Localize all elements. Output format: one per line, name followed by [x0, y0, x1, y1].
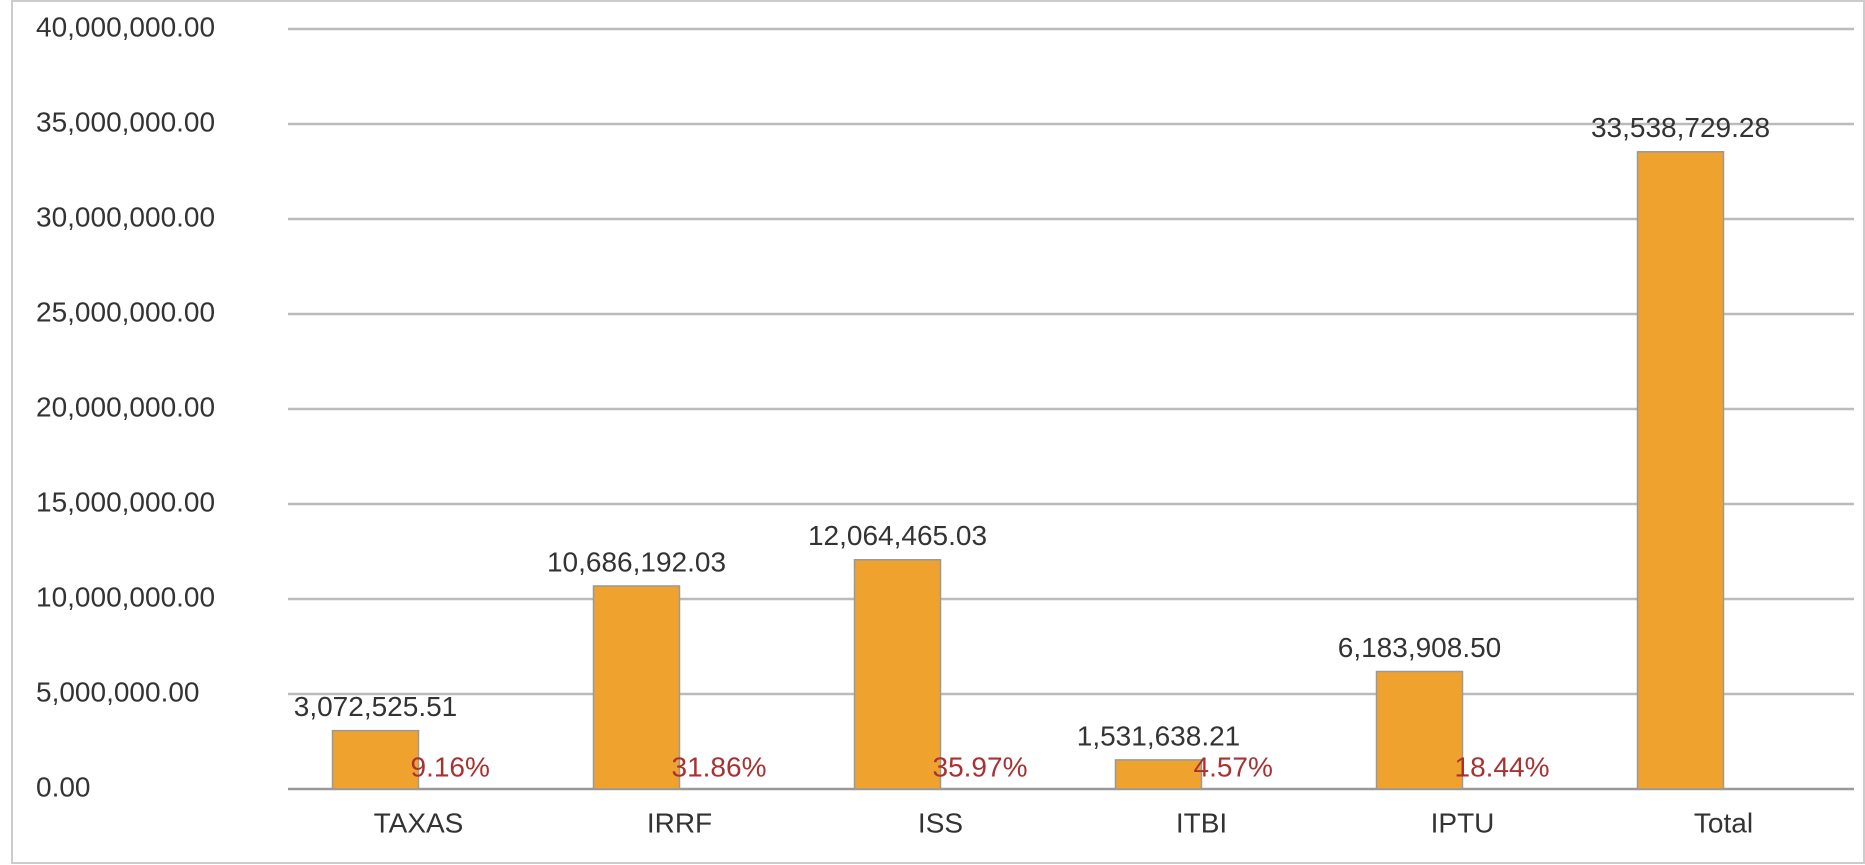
bar: [592, 585, 681, 790]
y-tick-label: 20,000,000.00: [36, 391, 215, 422]
x-tick-label: ITBI: [1176, 807, 1227, 838]
y-tick-label: 35,000,000.00: [36, 106, 215, 137]
x-tick-label: TAXAS: [374, 807, 464, 838]
bar: [853, 559, 942, 790]
y-tick-label: 10,000,000.00: [36, 581, 215, 612]
value-label: 6,183,908.50: [1338, 632, 1502, 663]
percentage-label: 9.16%: [411, 751, 490, 782]
x-tick-label: IRRF: [647, 807, 712, 838]
value-label: 12,064,465.03: [808, 520, 987, 551]
chart-border: [11, 0, 1865, 864]
y-tick-label: 15,000,000.00: [36, 486, 215, 517]
bar: [1636, 151, 1725, 790]
bar: [1114, 759, 1203, 790]
percentage-label: 31.86%: [672, 751, 767, 782]
value-label: 33,538,729.28: [1591, 112, 1770, 143]
y-tick-label: 5,000,000.00: [36, 676, 200, 707]
percentage-label: 35.97%: [933, 751, 1028, 782]
percentage-label: 18.44%: [1455, 751, 1550, 782]
percentage-label: 4.57%: [1194, 751, 1273, 782]
y-tick-label: 30,000,000.00: [36, 201, 215, 232]
y-tick-label: 40,000,000.00: [36, 11, 215, 42]
value-label: 3,072,525.51: [294, 691, 458, 722]
y-tick-label: 0.00: [36, 771, 91, 802]
bar: [331, 729, 420, 790]
x-tick-label: Total: [1694, 807, 1753, 838]
value-label: 1,531,638.21: [1077, 720, 1241, 751]
bar: [1375, 670, 1464, 790]
x-tick-label: ISS: [918, 807, 963, 838]
y-tick-label: 25,000,000.00: [36, 296, 215, 327]
x-tick-label: IPTU: [1431, 807, 1495, 838]
value-label: 10,686,192.03: [547, 546, 726, 577]
